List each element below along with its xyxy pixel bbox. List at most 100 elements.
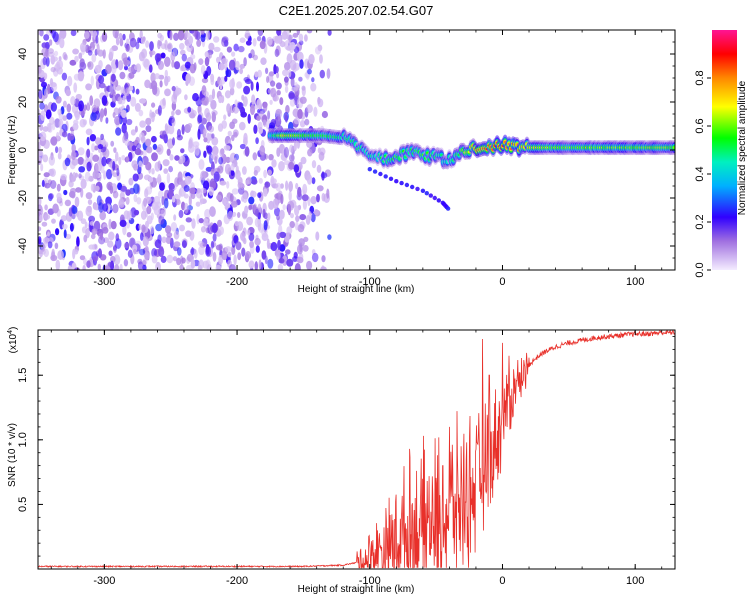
noise-blob — [211, 133, 215, 139]
noise-blob — [233, 131, 238, 138]
noise-blob — [276, 232, 281, 240]
noise-blob — [243, 132, 248, 144]
noise-blob — [278, 258, 285, 264]
noise-blob — [76, 236, 80, 248]
noise-blob — [299, 120, 306, 128]
spectrogram-x-axis: -300 -200 -100 0 100 — [50, 30, 663, 288]
noise-blob — [60, 173, 68, 181]
noise-blob — [54, 242, 59, 249]
noise-blob — [134, 148, 142, 156]
noise-blob — [257, 223, 262, 231]
noise-blob — [112, 203, 119, 214]
noise-blob — [157, 32, 163, 39]
noise-blob — [42, 56, 47, 66]
noise-blob — [56, 192, 62, 200]
noise-blob — [50, 180, 57, 189]
noise-blob — [85, 83, 92, 91]
y-tick-label: 20 — [17, 96, 29, 108]
noise-blob — [301, 194, 309, 202]
noise-blob — [292, 256, 298, 262]
noise-blob — [53, 50, 59, 57]
noise-blob — [266, 36, 273, 46]
noise-blob — [202, 218, 209, 227]
noise-blob — [226, 46, 232, 53]
noise-blob — [270, 80, 276, 87]
noise-blob — [275, 82, 282, 90]
noise-blob — [80, 218, 87, 225]
noise-blob — [187, 106, 192, 113]
noise-blob — [224, 75, 228, 82]
noise-blob — [245, 251, 252, 260]
noise-blob — [205, 245, 212, 257]
noise-blob — [208, 186, 215, 196]
noise-blob — [89, 134, 97, 142]
noise-blob — [126, 210, 131, 221]
noise-blob — [148, 50, 156, 56]
noise-blob — [145, 138, 152, 147]
noise-blob — [295, 182, 299, 190]
noise-blob — [74, 196, 80, 208]
noise-blob — [151, 248, 158, 258]
noise-blob — [168, 188, 174, 199]
noise-blob — [293, 117, 300, 125]
noise-blob — [219, 79, 223, 91]
noise-blob — [197, 264, 202, 270]
noise-blob — [161, 196, 165, 206]
noise-blob — [133, 209, 140, 216]
noise-blob — [121, 155, 126, 161]
noise-blob — [146, 146, 153, 154]
noise-blob — [267, 169, 272, 176]
noise-blob — [87, 199, 93, 206]
spectrogram-noise-layer — [38, 30, 332, 270]
noise-blob — [288, 69, 292, 78]
colorbar-tick-label: 0.8 — [694, 70, 706, 85]
noise-blob — [62, 100, 67, 108]
noise-blob — [190, 259, 196, 269]
noise-blob — [164, 69, 168, 79]
noise-blob — [158, 246, 165, 258]
noise-blob — [311, 252, 319, 263]
noise-blob — [118, 156, 122, 166]
noise-blob — [68, 180, 74, 188]
noise-blob — [62, 52, 67, 60]
snr-scale-exponent: 4 — [7, 330, 14, 334]
y-tick-label: 0 — [17, 147, 29, 153]
noise-blob — [238, 102, 243, 112]
noise-blob — [204, 56, 210, 67]
noise-blob — [304, 34, 308, 42]
noise-blob — [235, 241, 242, 251]
noise-blob — [90, 183, 94, 192]
noise-blob — [144, 79, 151, 89]
noise-blob — [129, 37, 137, 48]
noise-blob — [110, 140, 115, 147]
noise-blob — [166, 232, 173, 238]
noise-blob — [121, 109, 127, 119]
noise-blob — [294, 263, 301, 270]
noise-blob — [124, 138, 130, 147]
noise-blob — [299, 59, 304, 69]
noise-blob — [239, 63, 245, 69]
noise-blob — [255, 208, 260, 217]
noise-blob — [133, 163, 139, 171]
noise-blob — [258, 177, 263, 184]
noise-blob — [44, 204, 48, 211]
noise-blob — [143, 58, 151, 70]
noise-blob — [287, 204, 291, 216]
noise-blob — [179, 155, 186, 164]
noise-blob — [152, 143, 158, 150]
noise-blob — [289, 154, 295, 162]
noise-blob — [125, 196, 130, 205]
noise-blob — [201, 97, 209, 105]
noise-blob — [266, 238, 270, 250]
noise-blob — [75, 172, 78, 178]
noise-blob — [149, 225, 155, 235]
noise-blob — [327, 234, 332, 240]
noise-blob — [85, 227, 90, 239]
noise-blob — [298, 33, 304, 42]
noise-blob — [112, 190, 119, 199]
noise-blob — [212, 233, 217, 242]
noise-blob — [71, 150, 76, 161]
noise-blob — [294, 205, 300, 216]
noise-blob — [97, 263, 101, 270]
noise-blob — [229, 87, 235, 96]
